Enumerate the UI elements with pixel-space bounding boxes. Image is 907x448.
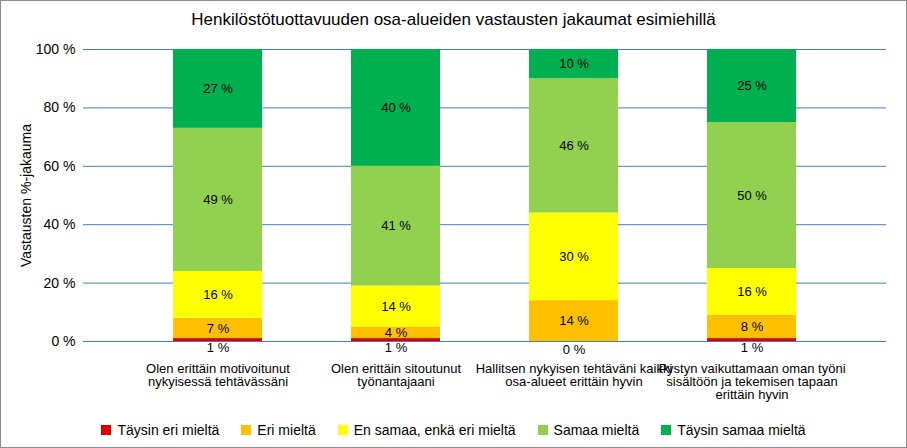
- html-text:Täysin eri mieltä: Täysin eri mieltä: [117, 422, 220, 438]
- svg-text:25 %: 25 %: [737, 78, 767, 93]
- html-text:Samaa mieltä: Samaa mieltä: [553, 422, 640, 438]
- svg-text:60 %: 60 %: [44, 158, 76, 174]
- svg-text:41 %: 41 %: [381, 218, 411, 233]
- html-text:Täysin samaa mieltä: Täysin samaa mieltä: [677, 422, 806, 438]
- svg-text:50 %: 50 %: [737, 188, 767, 203]
- svg-text:16 %: 16 %: [737, 284, 767, 299]
- svg-text:1 %: 1 %: [207, 340, 230, 355]
- svg-text:Pystyn vaikuttamaan oman työni: Pystyn vaikuttamaan oman työnisisältöön …: [658, 361, 845, 402]
- svg-text:Vastausten %-jakauma: Vastausten %-jakauma: [18, 124, 34, 267]
- svg-text:46 %: 46 %: [559, 138, 589, 153]
- svg-text:1 %: 1 %: [741, 340, 764, 355]
- html-text:En samaa, enkä eri mieltä: En samaa, enkä eri mieltä: [353, 422, 516, 438]
- svg-text:8 %: 8 %: [741, 319, 764, 334]
- svg-text:0 %: 0 %: [51, 333, 75, 349]
- svg-text:30 %: 30 %: [559, 249, 589, 264]
- svg-text:4 %: 4 %: [385, 325, 408, 340]
- svg-text:14 %: 14 %: [381, 299, 411, 314]
- svg-text:49 %: 49 %: [203, 192, 233, 207]
- html-text:Henkilöstötuottavuuden osa-alu: Henkilöstötuottavuuden osa-alueiden vast…: [191, 10, 716, 29]
- svg-text:100 %: 100 %: [36, 41, 76, 57]
- svg-text:1 %: 1 %: [385, 340, 408, 355]
- svg-text:Olen erittäin sitoutunuttyönan: Olen erittäin sitoutunuttyönantajaani: [331, 361, 461, 389]
- svg-text:10 %: 10 %: [559, 56, 589, 71]
- svg-text:Olen erittäin motivoitunutnyky: Olen erittäin motivoitunutnykyisessä teh…: [146, 361, 290, 389]
- svg-text:20 %: 20 %: [44, 275, 76, 291]
- svg-text:80 %: 80 %: [44, 99, 76, 115]
- svg-text:40 %: 40 %: [44, 216, 76, 232]
- svg-text:40 %: 40 %: [381, 100, 411, 115]
- svg-text:27 %: 27 %: [203, 81, 233, 96]
- svg-text:16 %: 16 %: [203, 287, 233, 302]
- svg-text:Hallitsen nykyisen tehtäväni k: Hallitsen nykyisen tehtäväni kaikkiosa-a…: [476, 361, 673, 389]
- svg-text:0 %: 0 %: [563, 342, 586, 357]
- svg-text:7 %: 7 %: [207, 321, 230, 336]
- svg-text:14 %: 14 %: [559, 313, 589, 328]
- html-text:Eri mieltä: Eri mieltä: [257, 422, 316, 438]
